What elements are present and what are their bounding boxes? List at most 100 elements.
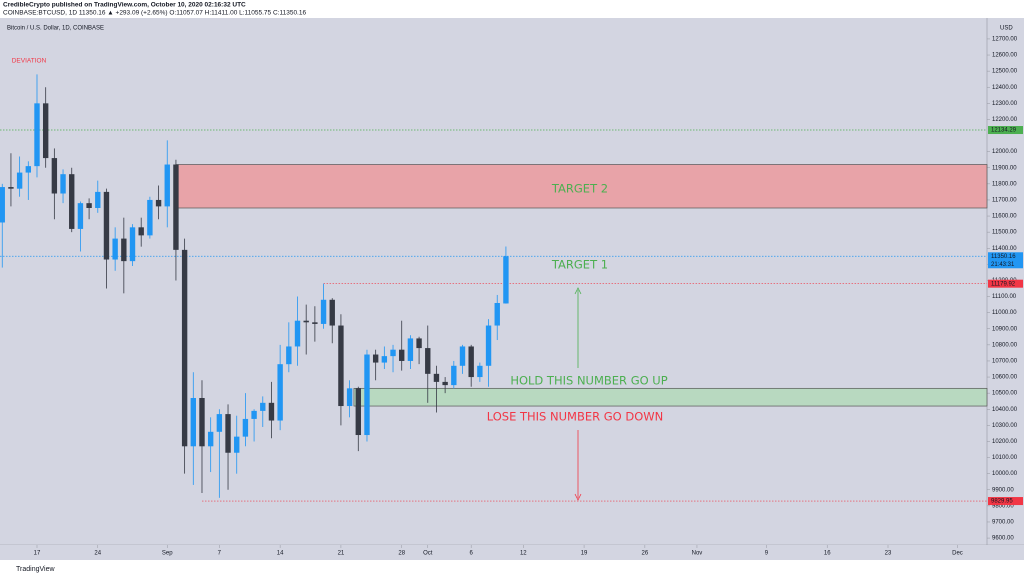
y-tick-label: 12300.00 <box>992 101 1018 107</box>
y-tick-label: 11700.00 <box>992 198 1017 204</box>
candle-body <box>503 256 509 304</box>
candle-body <box>425 348 431 374</box>
candle-body <box>451 365 457 386</box>
candle-body <box>8 187 14 189</box>
zone <box>175 164 988 209</box>
candle-body <box>34 103 40 167</box>
x-tick-label: 6 <box>470 551 474 557</box>
arrow-up-head <box>574 287 582 295</box>
y-tick-label: 10300.00 <box>992 423 1018 429</box>
time-axis <box>0 545 1024 560</box>
y-tick-label: 9900.00 <box>992 487 1014 493</box>
y-tick-label: 10200.00 <box>992 439 1018 445</box>
candle-body <box>234 436 240 453</box>
candle-body <box>51 158 58 194</box>
y-tick-label: 10500.00 <box>992 391 1018 397</box>
annotation: LOSE THIS NUMBER GO DOWN <box>487 410 664 424</box>
price-tag-label: 11179.92 <box>991 281 1016 287</box>
x-tick-label: 12 <box>520 551 527 557</box>
candle-body <box>0 187 5 223</box>
candle-body <box>77 203 84 229</box>
y-axis-label: USD <box>1000 26 1013 32</box>
candle-body <box>277 364 283 421</box>
candle-body <box>442 381 448 386</box>
candle-body <box>121 238 127 262</box>
x-tick-label: 14 <box>277 551 284 557</box>
price-tag-label: 12134.29 <box>991 128 1017 134</box>
x-tick-label: Oct <box>423 551 433 557</box>
candle-body <box>216 414 223 432</box>
candle-body <box>286 346 292 365</box>
candle-body <box>390 349 396 357</box>
price-tag <box>988 279 1023 288</box>
candle-body <box>320 299 327 324</box>
zone-label: HOLD THIS NUMBER GO UP <box>510 374 667 388</box>
x-tick-label: 26 <box>642 551 649 557</box>
candle-body <box>485 325 492 366</box>
candle-body <box>138 227 144 236</box>
price-tag-label: 11350.16 <box>991 254 1016 260</box>
candle-body <box>207 431 214 447</box>
countdown: 21:43:31 <box>991 262 1015 268</box>
x-tick-label: Sep <box>162 551 173 557</box>
x-tick-label: 23 <box>885 551 892 557</box>
y-tick-label: 11900.00 <box>992 165 1017 171</box>
arrow <box>574 287 582 501</box>
candle-body <box>338 325 344 407</box>
y-tick-label: 12700.00 <box>992 37 1018 43</box>
zone-label: TARGET 2 <box>551 182 608 196</box>
y-tick-label: 11000.00 <box>992 310 1017 316</box>
arrow-down-head <box>574 493 582 501</box>
x-tick-label: Nov <box>692 551 703 557</box>
candle-body <box>468 346 474 378</box>
candle-body <box>164 164 170 207</box>
candle-body <box>129 227 136 262</box>
candle-body <box>112 238 118 260</box>
x-tick-label: 16 <box>824 551 831 557</box>
candle-body <box>86 203 92 208</box>
candle-body <box>303 320 309 323</box>
candle-body <box>155 199 162 207</box>
candle-body <box>225 414 231 453</box>
y-tick-label: 10600.00 <box>992 375 1018 381</box>
candle-body <box>407 338 414 361</box>
candle-body <box>147 199 153 236</box>
candle-body <box>477 365 483 378</box>
candle-body <box>268 402 275 421</box>
price-tag-label: 9829.95 <box>991 499 1013 505</box>
y-tick-label: 10800.00 <box>992 342 1018 348</box>
x-tick-label: 21 <box>338 551 345 557</box>
candle-body <box>42 103 49 159</box>
y-tick-label: 10400.00 <box>992 407 1018 413</box>
y-tick-label: 10000.00 <box>992 471 1018 477</box>
candle-body <box>16 172 23 189</box>
candle-body <box>416 338 422 349</box>
y-tick-label: 12200.00 <box>992 117 1018 123</box>
candle-body <box>494 302 500 326</box>
candle-body <box>60 174 66 194</box>
y-tick-label: 9700.00 <box>992 520 1014 526</box>
footer: TradingView <box>16 566 55 573</box>
chart-title: Bitcoin / U.S. Dollar, 1D, COINBASE <box>7 26 104 32</box>
ticker-line: COINBASE:BTCUSD, 1D 11350.16 ▲ +293.09 (… <box>3 10 306 17</box>
y-tick-label: 12600.00 <box>992 53 1018 59</box>
y-tick-label: 12000.00 <box>992 149 1018 155</box>
x-tick-label: 7 <box>218 551 222 557</box>
annotation: TARGET 1 <box>551 258 608 272</box>
candle-body <box>399 349 405 361</box>
x-tick-label: 28 <box>398 551 405 557</box>
candle-body <box>312 322 318 324</box>
x-tick-label: 24 <box>94 551 101 557</box>
zone <box>353 387 988 407</box>
candle-body <box>181 249 188 447</box>
y-tick-label: 10100.00 <box>992 455 1018 461</box>
x-tick-label: 19 <box>581 551 588 557</box>
candle-body <box>329 299 335 326</box>
plot-area <box>0 18 987 545</box>
candle-body <box>433 373 440 382</box>
candle-body <box>95 191 101 208</box>
candle-body <box>260 402 266 411</box>
price-tag <box>988 126 1023 135</box>
candle-body <box>355 388 361 436</box>
